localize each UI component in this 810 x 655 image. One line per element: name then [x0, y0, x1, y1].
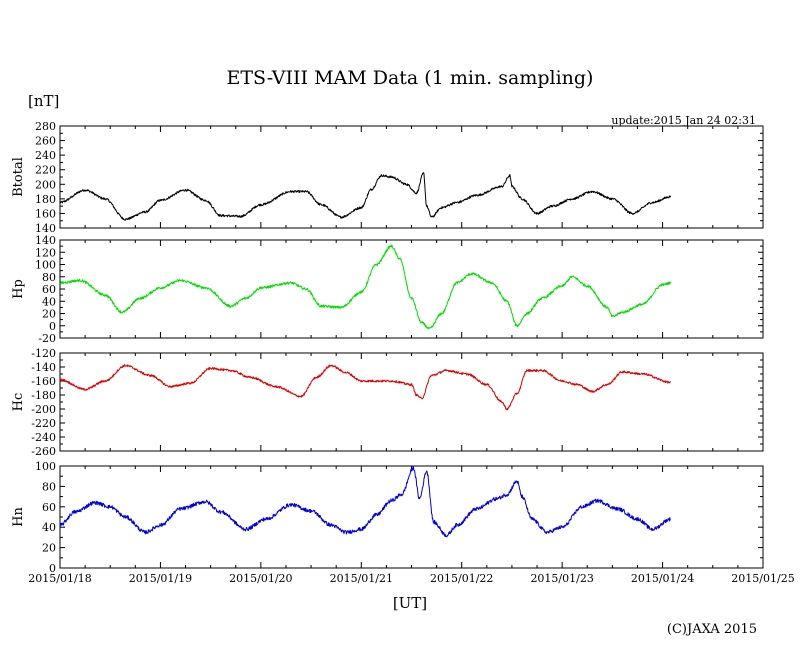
update-timestamp: update:2015 Jan 24 02:31 — [611, 114, 756, 127]
y-tick-label: 0 — [49, 320, 56, 333]
y-tick-label: 20 — [42, 308, 56, 321]
y-tick-label: 260 — [35, 135, 56, 148]
y-tick-label: 100 — [35, 460, 56, 473]
x-axis-ticks: 2015/01/18 2015/01/19 2015/01/20 2015/01/21… — [28, 572, 794, 585]
panel-frame — [59, 465, 764, 569]
y-tick-label: -260 — [31, 445, 56, 458]
y-tick-label: 160 — [35, 207, 56, 220]
y-tick-label: 100 — [35, 259, 56, 272]
chart-title: ETS-VIII MAM Data (1 min. sampling) — [227, 67, 594, 89]
y-tick-label: -160 — [31, 375, 56, 388]
y-tick-label: 80 — [42, 480, 56, 493]
series-btotal — [59, 172, 672, 221]
x-tick-label: 2015/01/19 — [129, 572, 192, 585]
y-tick-label: 20 — [42, 542, 56, 555]
panel-label: Hp — [11, 279, 26, 299]
y-tick-label: 200 — [35, 178, 56, 191]
y-tick-label: 140 — [35, 234, 56, 247]
y-tick-label: 120 — [35, 246, 56, 259]
x-tick-label: 2015/01/22 — [430, 572, 493, 585]
y-tick-label: -180 — [31, 389, 56, 402]
y-tick-label: 180 — [35, 193, 56, 206]
x-tick-label: 2015/01/21 — [330, 572, 393, 585]
y-tick-label: 60 — [42, 501, 56, 514]
x-tick-label: 2015/01/25 — [731, 572, 794, 585]
y-tick-label: 240 — [35, 149, 56, 162]
panel-hn: 0 20 40 60 80 100 Hn — [11, 460, 764, 575]
series-hp — [59, 244, 672, 330]
copyright-text: (C)JAXA 2015 — [667, 622, 757, 637]
y-tick-label: 140 — [35, 222, 56, 235]
panel-label: Hn — [11, 507, 26, 527]
panel-frame — [59, 125, 764, 229]
series-hn — [59, 466, 671, 538]
y-tick-label: -20 — [38, 332, 56, 345]
y-tick-label: 80 — [42, 271, 56, 284]
x-tick-label: 2015/01/24 — [631, 572, 694, 585]
y-tick-label: 280 — [35, 120, 56, 133]
x-tick-label: 2015/01/20 — [229, 572, 292, 585]
series-hc — [59, 364, 672, 411]
y-tick-label: 60 — [42, 283, 56, 296]
panel-label: Hc — [11, 393, 26, 412]
panel-frame — [59, 352, 764, 452]
y-tick-label: 40 — [42, 295, 56, 308]
y-tick-label: 40 — [42, 521, 56, 534]
y-tick-label: -140 — [31, 361, 56, 374]
panel-hc: -260-240-220-200-180-160-140-120 Hc — [11, 347, 764, 458]
unit-label: [nT] — [28, 92, 59, 110]
panel-label: Btotal — [11, 157, 26, 197]
x-tick-label: 2015/01/23 — [530, 572, 593, 585]
y-tick-label: -220 — [31, 417, 56, 430]
y-tick-label: -200 — [31, 403, 56, 416]
panels: 140160180200220240260280Btotal-200204060… — [11, 120, 764, 575]
y-tick-label: -120 — [31, 347, 56, 360]
x-axis-label: [UT] — [393, 594, 427, 612]
x-tick-label: 2015/01/18 — [28, 572, 91, 585]
y-tick-label: 220 — [35, 164, 56, 177]
y-tick-label: 0 — [49, 562, 56, 575]
y-tick-label: -240 — [31, 431, 56, 444]
